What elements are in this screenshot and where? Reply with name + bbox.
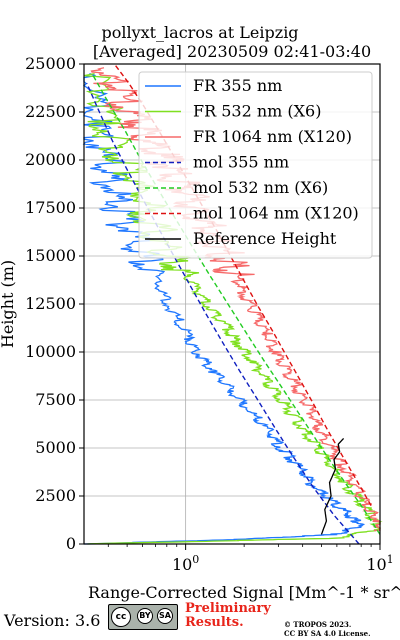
y-tick-label: 15000 [25, 246, 76, 265]
chart-title: pollyxt_lacros at Leipzig [101, 23, 298, 42]
legend-label-3: mol 355 nm [193, 153, 289, 172]
y-tick-label: 0 [66, 534, 76, 553]
cc-logo-icon: cc [111, 607, 131, 627]
y-tick-label: 12500 [25, 294, 76, 313]
by-icon: BY [137, 608, 153, 624]
copyright-line-1: © TROPOS 2023. [284, 620, 352, 629]
preliminary-line-1: Preliminary [185, 601, 271, 616]
x-tick-label: 101 [366, 553, 393, 574]
y-tick-label: 5000 [35, 438, 76, 457]
cc-license-icon[interactable]: cc BY SA [108, 604, 178, 630]
y-tick-label: 22500 [25, 102, 76, 121]
y-axis-label: Height (m) [0, 260, 17, 348]
series-line-5 [113, 63, 372, 506]
legend-label-4: mol 532 nm (X6) [193, 178, 328, 197]
series-line-0 [82, 72, 366, 545]
x-axis-label: Range-Corrected Signal [Mm^-1 * sr^-1] [88, 583, 400, 602]
y-tick-label: 20000 [25, 150, 76, 169]
y-tick-label: 25000 [25, 54, 76, 73]
x-tick-label: 100 [172, 553, 199, 574]
preliminary-line-2: Results. [185, 615, 244, 630]
series-line-4 [91, 73, 381, 535]
preliminary-results-note: Preliminary Results. [185, 602, 271, 630]
legend-box [138, 71, 373, 259]
y-tick-label: 7500 [35, 390, 76, 409]
y-tick-label: 10000 [25, 342, 76, 361]
chart-subtitle: [Averaged] 20230509 02:41-03:40 [93, 42, 371, 61]
legend-label-1: FR 532 nm (X6) [193, 102, 321, 121]
legend-label-0: FR 355 nm [193, 76, 282, 95]
copyright-line-2: CC BY SA 4.0 License. [284, 629, 371, 638]
y-tick-label: 17500 [25, 198, 76, 217]
legend-label-5: mol 1064 nm (X120) [193, 204, 359, 223]
series-line-3 [86, 82, 360, 545]
legend-label-6: Reference Height [193, 229, 337, 248]
legend-label-2: FR 1064 nm (X120) [193, 127, 352, 146]
copyright-note: © TROPOS 2023. CC BY SA 4.0 License. [284, 620, 371, 638]
sa-icon: SA [157, 608, 173, 624]
y-tick-label: 2500 [35, 486, 76, 505]
version-label: Version: 3.6 [4, 611, 101, 630]
series-line-6 [320, 437, 345, 535]
